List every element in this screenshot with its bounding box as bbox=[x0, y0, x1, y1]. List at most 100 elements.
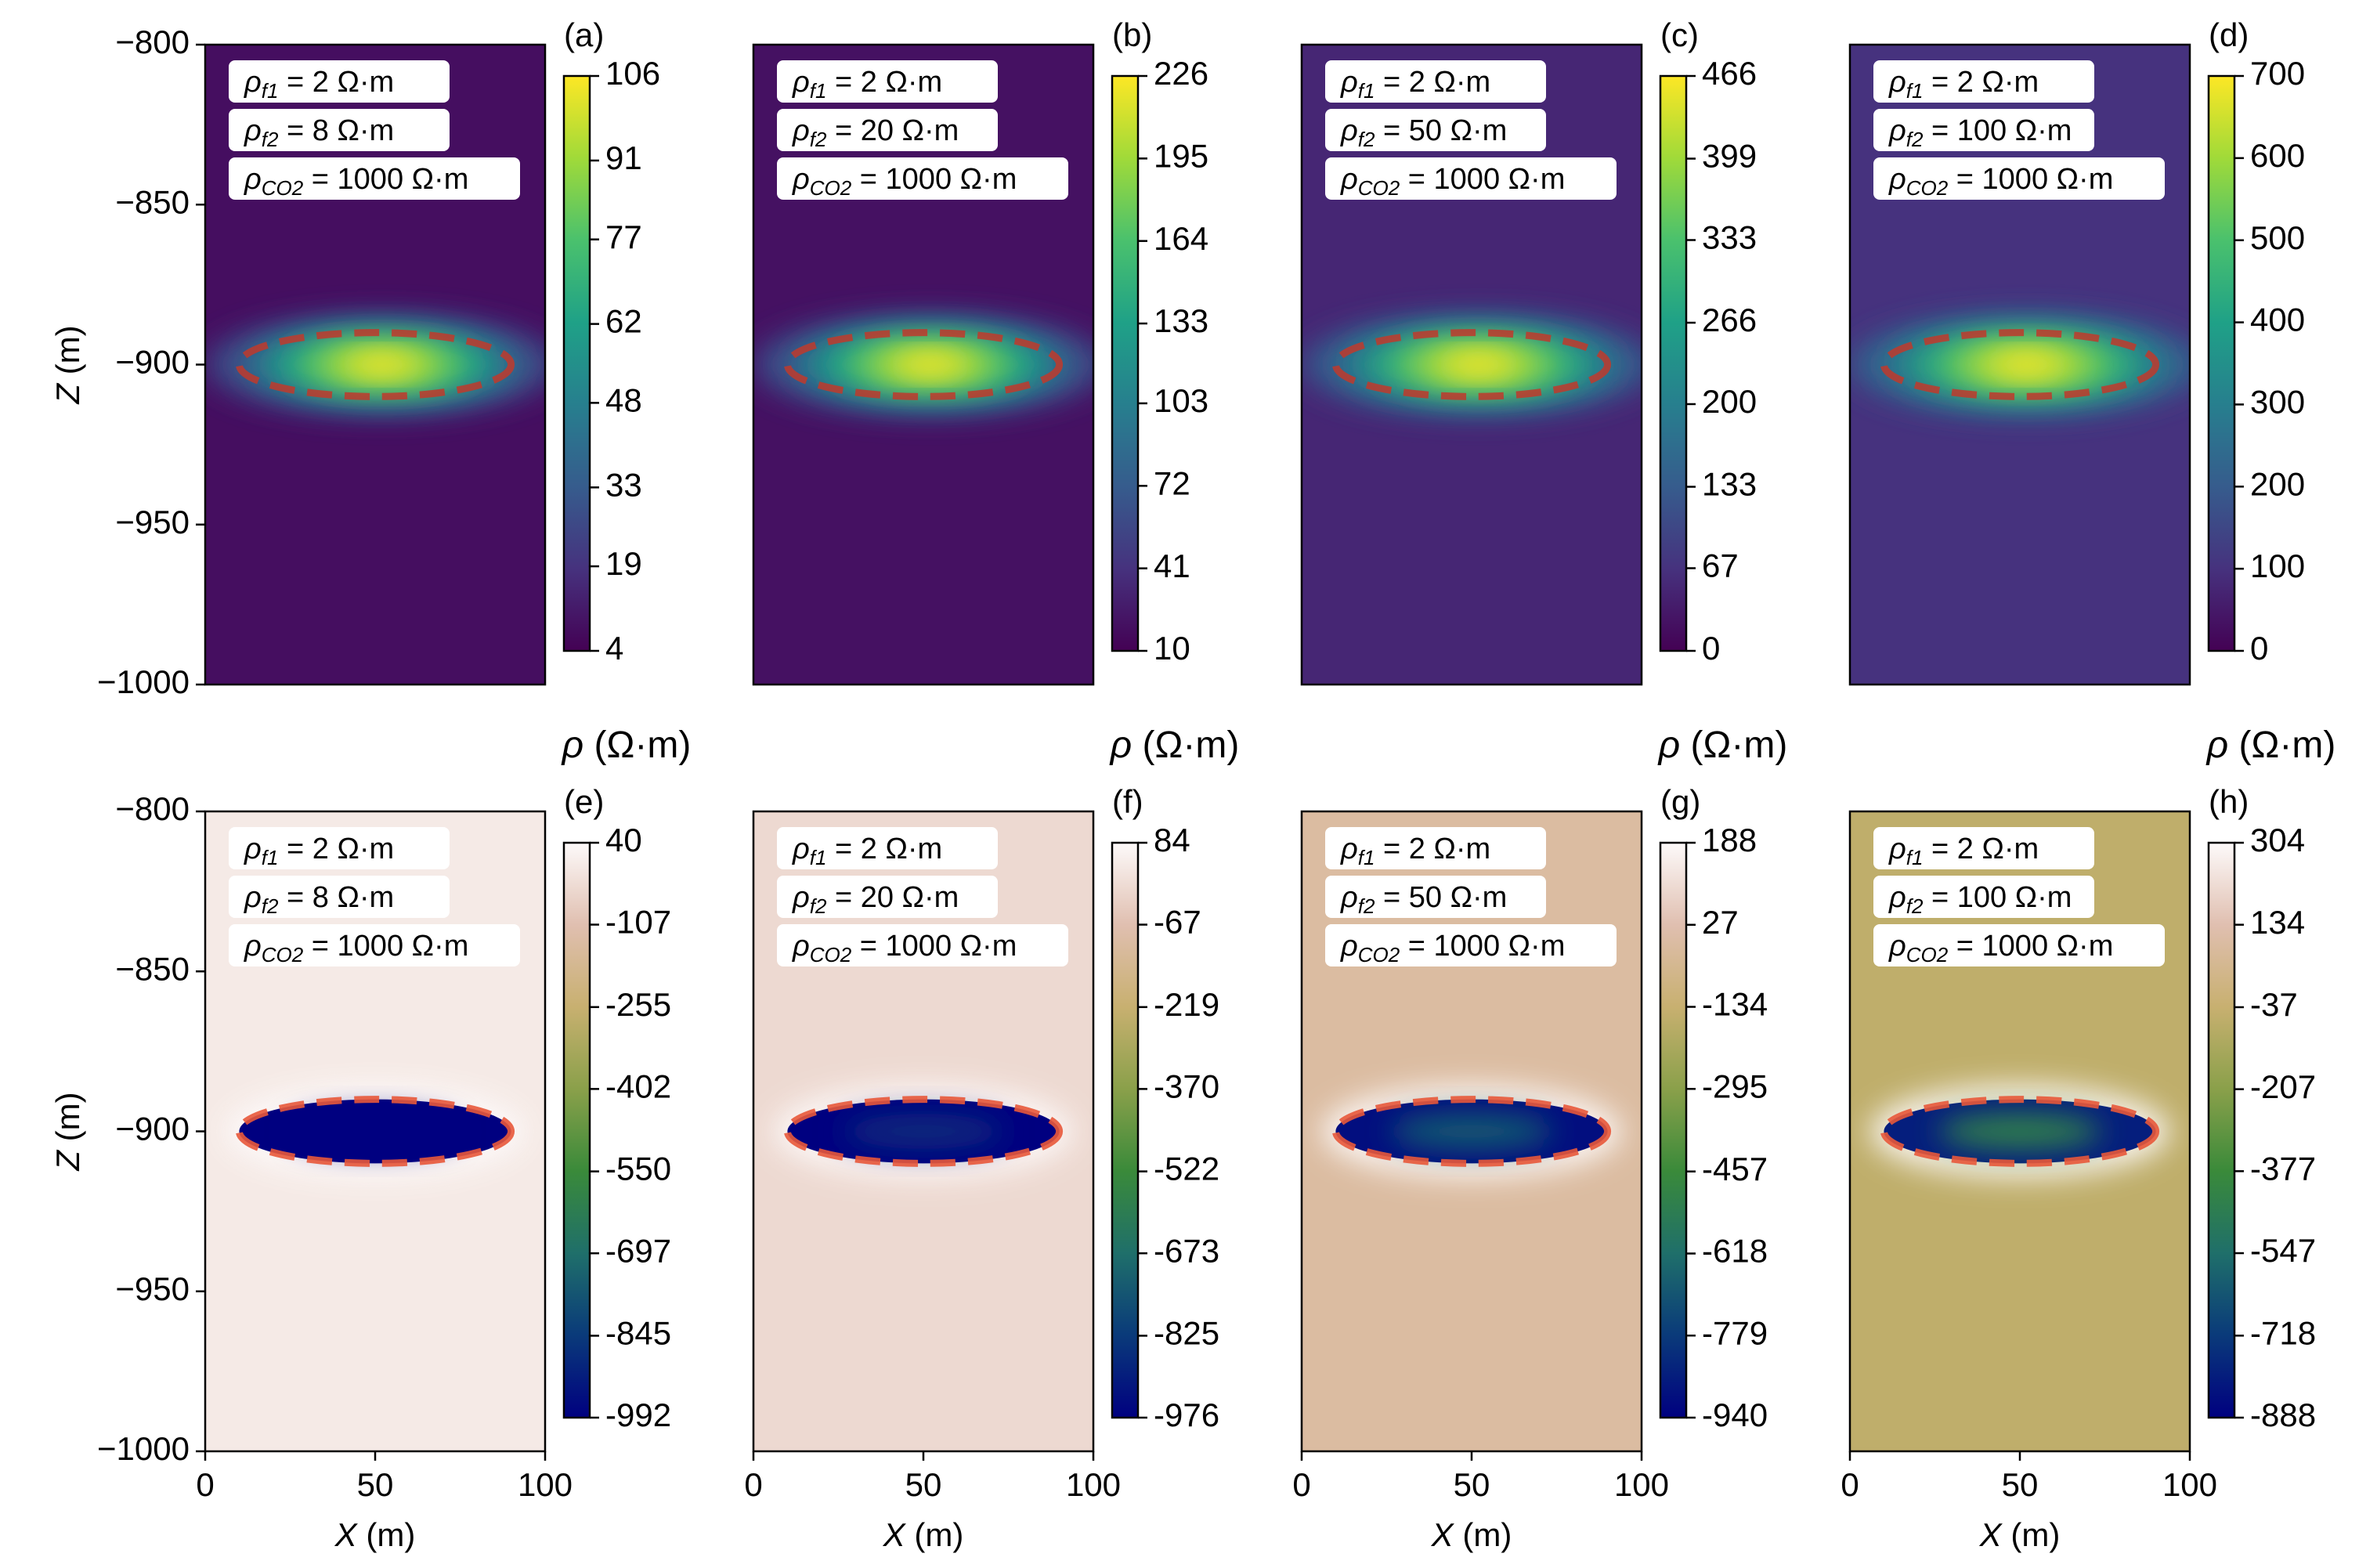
panel-a: ρf1 = 2 Ω·m ρf2 = 8 Ω·m ρCO2 = 1000 Ω·m −80… bbox=[49, 16, 691, 766]
colorbar bbox=[562, 74, 591, 652]
colorbar bbox=[1659, 841, 1688, 1419]
colorbar-tick-label: 19 bbox=[605, 545, 642, 582]
annotation-text: ρf1 = 2 Ω·m bbox=[792, 66, 942, 103]
ellipse-outline bbox=[235, 329, 515, 400]
annotation-text: ρf1 = 2 Ω·m bbox=[1340, 833, 1490, 869]
panel-label: (g) bbox=[1660, 783, 1700, 820]
panel-label: (c) bbox=[1660, 16, 1699, 53]
colorbar-tick-label: 62 bbox=[605, 303, 642, 340]
annotation-text: ρf2 = 50 Ω·m bbox=[1340, 114, 1507, 151]
y-tick-label: −800 bbox=[115, 23, 190, 60]
annotation-text: ρf2 = 8 Ω·m bbox=[244, 114, 394, 151]
anomaly-inner bbox=[1389, 1114, 1554, 1149]
annotation-box bbox=[777, 109, 998, 151]
x-axis-label: X (m) bbox=[1431, 1516, 1512, 1553]
x-tick-label: 0 bbox=[744, 1466, 762, 1503]
anomaly-inner bbox=[293, 1114, 457, 1149]
colorbar-tick-label: -522 bbox=[1154, 1151, 1219, 1187]
annotation-box bbox=[1873, 157, 2165, 200]
anomaly-layer bbox=[898, 356, 962, 374]
annotation-text: ρf2 = 50 Ω·m bbox=[1340, 881, 1507, 918]
colorbar-tick-label: -976 bbox=[1154, 1396, 1219, 1433]
y-tick-label: −800 bbox=[115, 790, 190, 827]
colorbar-tick-label: 266 bbox=[1702, 302, 1757, 338]
colorbar-tick-label: -295 bbox=[1702, 1068, 1768, 1104]
ellipse-outline bbox=[783, 329, 1064, 400]
annotation-box bbox=[229, 876, 450, 918]
y-tick-label: −850 bbox=[115, 950, 190, 987]
colorbar-label: ρ (Ω·m) bbox=[2205, 724, 2336, 766]
panel-label: (b) bbox=[1112, 16, 1152, 53]
ellipse-outline bbox=[1331, 1096, 1612, 1167]
annotation-text: ρCO2 = 1000 Ω·m bbox=[1340, 930, 1565, 966]
colorbar-tick-label: 41 bbox=[1154, 547, 1190, 584]
colorbar-tick-label: 67 bbox=[1702, 547, 1739, 584]
annotation-box bbox=[1325, 827, 1546, 869]
colorbar-tick-label: -888 bbox=[2250, 1396, 2316, 1433]
colorbar-tick-label: -718 bbox=[2250, 1314, 2316, 1351]
y-tick-label: −900 bbox=[115, 1111, 190, 1147]
anomaly-inner bbox=[841, 1114, 1006, 1149]
annotation-box bbox=[1325, 157, 1617, 200]
axes-frame bbox=[752, 43, 1095, 686]
annotation-box bbox=[1325, 876, 1546, 918]
annotation-box bbox=[777, 827, 998, 869]
annotation-text: ρf1 = 2 Ω·m bbox=[1340, 66, 1490, 103]
colorbar-tick-label: 77 bbox=[605, 219, 642, 255]
colorbar-tick-label: 164 bbox=[1154, 220, 1208, 257]
colorbar-tick-label: -550 bbox=[605, 1151, 671, 1187]
colorbar bbox=[2207, 74, 2236, 652]
x-tick-label: 0 bbox=[1292, 1466, 1310, 1503]
annotation-box bbox=[777, 157, 1068, 200]
heatmap-field bbox=[205, 314, 545, 415]
panel-c: ρf1 = 2 Ω·m ρf2 = 50 Ω·m ρCO2 = 1000 Ω·m 46… bbox=[1300, 16, 1787, 766]
colorbar-tick-label: -370 bbox=[1154, 1068, 1219, 1104]
x-tick-label: 100 bbox=[1614, 1466, 1669, 1503]
colorbar-tick-label: -134 bbox=[1702, 986, 1768, 1023]
colorbar-tick-label: 0 bbox=[1702, 630, 1720, 667]
annotation-text: ρCO2 = 1000 Ω·m bbox=[792, 930, 1017, 966]
colorbar-tick-label: 200 bbox=[1702, 383, 1757, 420]
x-tick-label: 50 bbox=[2002, 1466, 2039, 1503]
colorbar-tick-label: 84 bbox=[1154, 822, 1190, 858]
annotation-box bbox=[1873, 827, 2094, 869]
annotation-box bbox=[777, 876, 998, 918]
ellipse-outline bbox=[783, 1096, 1064, 1167]
x-tick-label: 0 bbox=[1841, 1466, 1859, 1503]
annotation-box bbox=[1873, 876, 2094, 918]
colorbar-tick-label: -618 bbox=[1702, 1233, 1768, 1270]
axes-frame bbox=[1848, 43, 2191, 686]
colorbar-tick-label: 4 bbox=[605, 630, 623, 667]
colorbar-label: ρ (Ω·m) bbox=[561, 724, 692, 766]
annotation-text: ρf2 = 100 Ω·m bbox=[1888, 114, 2072, 151]
colorbar-tick-label: 33 bbox=[605, 466, 642, 503]
y-tick-label: −850 bbox=[115, 183, 190, 220]
colorbar-tick-label: 195 bbox=[1154, 137, 1208, 174]
colorbar-tick-label: -779 bbox=[1702, 1314, 1768, 1351]
colorbar-tick-label: 600 bbox=[2250, 137, 2305, 174]
annotation-text: ρf2 = 20 Ω·m bbox=[792, 114, 959, 151]
annotation-box bbox=[229, 827, 450, 869]
colorbar-tick-label: 399 bbox=[1702, 138, 1757, 175]
colorbar-tick-label: 48 bbox=[605, 381, 642, 418]
colorbar-tick-label: 200 bbox=[2250, 465, 2305, 502]
colorbar-tick-label: -255 bbox=[605, 986, 671, 1023]
x-axis-label: X (m) bbox=[334, 1516, 416, 1553]
heatmap-field bbox=[1302, 314, 1642, 415]
colorbar-tick-label: -940 bbox=[1702, 1396, 1768, 1433]
colorbar-tick-label: -845 bbox=[605, 1315, 671, 1352]
annotation-text: ρCO2 = 1000 Ω·m bbox=[1888, 163, 2113, 200]
annotation-box bbox=[229, 924, 520, 966]
colorbar-tick-label: -207 bbox=[2250, 1068, 2316, 1105]
colorbar-tick-label: -457 bbox=[1702, 1151, 1768, 1187]
colorbar-tick-label: 226 bbox=[1154, 55, 1208, 92]
annotation-text: ρf1 = 2 Ω·m bbox=[244, 833, 394, 869]
colorbar-tick-label: 188 bbox=[1702, 822, 1757, 858]
y-axis-label: Z (m) bbox=[49, 325, 86, 404]
x-tick-label: 50 bbox=[357, 1466, 394, 1503]
colorbar-tick-label: -402 bbox=[605, 1068, 671, 1104]
colorbar bbox=[1659, 74, 1688, 652]
ellipse-outline bbox=[235, 1096, 515, 1167]
y-tick-label: −950 bbox=[115, 504, 190, 540]
